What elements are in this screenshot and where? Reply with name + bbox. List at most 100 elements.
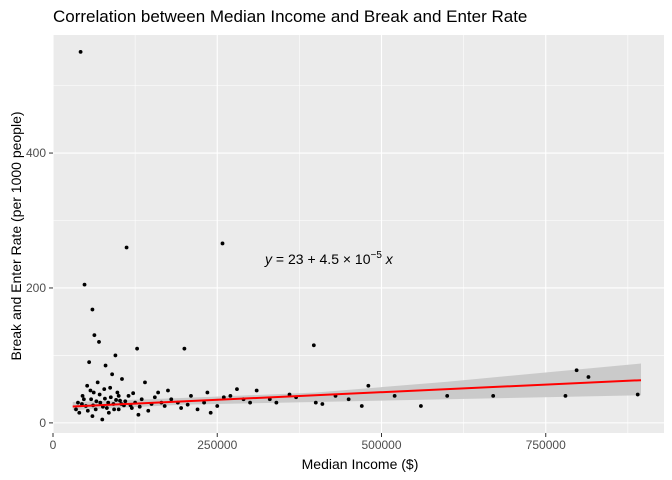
data-point [102, 387, 107, 392]
data-point [93, 407, 98, 412]
data-point [82, 282, 87, 287]
data-point [112, 407, 116, 412]
data-point [205, 390, 210, 395]
data-point [366, 383, 371, 388]
data-point [185, 402, 190, 407]
data-point [221, 395, 226, 400]
confidence-band-area [72, 363, 642, 411]
regression-line-group [72, 379, 642, 408]
data-point [114, 398, 118, 402]
data-point [74, 407, 78, 412]
data-point [124, 245, 129, 250]
data-point [113, 353, 118, 358]
x-tick-label: 750000 [526, 438, 566, 452]
data-point [359, 404, 364, 408]
data-point [586, 375, 591, 379]
data-point [166, 388, 170, 393]
equation-x: x [382, 251, 394, 267]
plot-panel [53, 35, 664, 433]
data-point [131, 391, 136, 396]
data-point [208, 410, 213, 415]
data-point [220, 241, 225, 246]
data-point [108, 395, 113, 400]
data-point [491, 393, 496, 398]
regression-line [72, 379, 642, 408]
data-point [274, 400, 279, 405]
data-point [162, 404, 167, 408]
data-point [106, 400, 111, 405]
y-tick-label: 400 [26, 146, 46, 160]
data-point [179, 406, 184, 410]
data-point [135, 346, 139, 351]
equation-exponent: −5 [371, 250, 383, 261]
confidence-band [72, 363, 642, 411]
data-point [103, 396, 107, 401]
data-point [126, 393, 131, 398]
data-point [95, 380, 100, 385]
data-point [85, 383, 90, 388]
data-point [97, 340, 101, 344]
data-point [115, 390, 120, 395]
data-point [320, 402, 325, 406]
data-point [311, 343, 316, 348]
data-point [91, 390, 96, 395]
data-point [346, 397, 351, 402]
chart-title: Correlation between Median Income and Br… [53, 7, 528, 26]
data-point [80, 402, 84, 406]
regression-equation: y = 23 + 4.5 × 10−5 x [264, 250, 394, 267]
x-axis-label: Median Income ($) [301, 456, 419, 472]
data-point [235, 387, 239, 392]
data-point [81, 397, 86, 402]
y-tick-label: 0 [39, 416, 46, 430]
x-tick-label: 250000 [197, 438, 237, 452]
data-point [137, 404, 142, 409]
data-point [97, 392, 102, 397]
data-point [202, 400, 207, 405]
data-point [156, 390, 161, 395]
equation-body: = 23 + 4.5 × 10 [272, 251, 371, 267]
x-tick-label: 0 [50, 438, 57, 452]
data-point [392, 393, 397, 398]
data-point [87, 360, 92, 365]
data-point [89, 397, 94, 402]
data-point [76, 400, 80, 405]
data-point [85, 408, 90, 413]
data-point [123, 399, 128, 404]
data-point [116, 393, 121, 398]
data-point [77, 410, 82, 415]
data-point [152, 395, 157, 400]
data-point [182, 346, 187, 351]
data-point [635, 392, 640, 397]
data-point [100, 417, 105, 422]
data-point [169, 397, 174, 402]
data-points [74, 49, 640, 422]
data-point [110, 372, 115, 377]
x-tick-label: 500000 [361, 438, 401, 452]
data-point [215, 404, 220, 408]
data-point [136, 412, 141, 417]
equation-y: y [264, 251, 273, 267]
data-point [90, 414, 95, 419]
data-point [106, 410, 111, 415]
data-point [563, 393, 568, 398]
data-point [419, 404, 423, 408]
data-point [108, 385, 113, 390]
data-point [88, 388, 93, 393]
data-point [139, 397, 144, 402]
data-point [574, 368, 579, 373]
data-point [248, 400, 252, 405]
axis-ticks: 0 250000 500000 750000 0 200 400 [26, 146, 566, 452]
data-point [94, 399, 99, 404]
data-point [103, 363, 108, 368]
data-point [104, 406, 109, 410]
data-point [228, 393, 233, 398]
data-point [254, 388, 259, 393]
y-tick-label: 200 [26, 281, 46, 295]
data-point [120, 377, 124, 381]
data-point [90, 307, 95, 312]
data-point [80, 393, 85, 398]
data-point [143, 380, 147, 385]
data-point [92, 333, 97, 338]
data-point [195, 407, 200, 412]
